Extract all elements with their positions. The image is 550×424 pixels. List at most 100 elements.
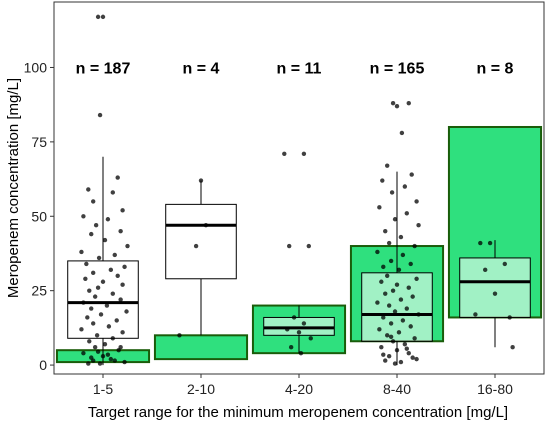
data-point-108 (375, 300, 380, 305)
y-tick-label-75: 75 (31, 134, 47, 150)
data-point-121 (390, 339, 396, 344)
data-point-3 (115, 175, 120, 180)
data-point-42 (94, 333, 100, 338)
boxplot-2-10 (165, 180, 237, 336)
box (67, 260, 139, 339)
data-point-20 (108, 267, 114, 273)
data-point-130 (392, 361, 398, 366)
data-point-140 (473, 312, 478, 317)
boxplot-4-20 (263, 305, 335, 354)
data-point-117 (377, 327, 382, 332)
data-point-56 (89, 355, 94, 360)
data-point-10 (93, 223, 99, 228)
data-point-107 (398, 297, 404, 302)
data-point-52 (122, 359, 127, 365)
data-point-37 (114, 318, 119, 323)
data-point-59 (118, 345, 123, 350)
data-point-0 (95, 14, 101, 20)
data-point-93 (375, 249, 380, 255)
data-point-101 (379, 279, 384, 284)
y-tick-label-100: 100 (24, 59, 48, 75)
data-point-137 (502, 261, 507, 267)
data-point-26 (95, 285, 101, 290)
n-label-8-40: n = 165 (370, 60, 425, 77)
data-point-106 (410, 294, 415, 299)
data-point-111 (392, 309, 398, 314)
data-point-38 (91, 321, 96, 326)
x-tick-label-4-20: 4-20 (285, 381, 313, 397)
data-point-70 (285, 327, 290, 332)
data-point-63 (177, 333, 182, 338)
data-point-31 (81, 300, 86, 305)
boxplots (67, 156, 531, 366)
data-point-84 (414, 199, 419, 204)
data-point-4 (86, 187, 91, 192)
data-point-129 (398, 359, 404, 365)
data-point-21 (91, 270, 96, 276)
data-point-22 (115, 273, 120, 278)
data-point-6 (91, 199, 96, 204)
data-point-35 (98, 312, 104, 317)
data-point-67 (306, 243, 311, 249)
box (165, 203, 237, 280)
data-point-89 (383, 228, 388, 234)
data-point-40 (79, 327, 84, 332)
data-point-23 (83, 276, 88, 281)
data-point-92 (412, 243, 417, 249)
data-point-73 (288, 345, 294, 350)
data-points (79, 14, 515, 366)
data-point-115 (388, 321, 394, 326)
data-point-18 (84, 261, 89, 267)
data-point-78 (399, 130, 405, 136)
data-point-46 (92, 345, 98, 350)
data-point-90 (398, 234, 404, 240)
data-point-116 (408, 324, 413, 329)
data-point-57 (105, 352, 111, 357)
data-point-95 (388, 258, 394, 264)
data-point-65 (301, 151, 307, 156)
data-point-81 (380, 178, 385, 183)
data-point-103 (406, 285, 411, 290)
data-point-13 (102, 237, 108, 243)
x-tick-label-2-10: 2-10 (187, 381, 215, 397)
data-point-85 (377, 205, 382, 210)
data-point-2 (97, 112, 103, 118)
data-point-135 (478, 240, 483, 246)
data-point-80 (409, 172, 414, 177)
data-point-33 (89, 306, 94, 311)
data-point-39 (106, 324, 112, 329)
data-point-45 (102, 342, 108, 347)
data-point-125 (406, 350, 411, 356)
data-point-141 (507, 315, 512, 320)
data-point-11 (118, 228, 123, 234)
data-point-126 (386, 353, 392, 359)
y-tick-label-0: 0 (39, 357, 47, 373)
data-point-15 (79, 249, 84, 255)
data-point-28 (110, 291, 116, 296)
data-point-19 (122, 264, 127, 270)
data-point-104 (390, 288, 396, 293)
data-point-77 (394, 103, 400, 109)
data-point-82 (402, 184, 408, 189)
data-point-87 (392, 217, 398, 222)
n-label-1-5: n = 187 (76, 60, 131, 77)
data-point-118 (396, 330, 402, 335)
data-point-109 (386, 303, 392, 308)
data-point-41 (120, 330, 125, 335)
data-point-64 (282, 151, 287, 156)
data-point-98 (396, 267, 402, 273)
data-point-128 (383, 358, 388, 363)
data-point-68 (291, 315, 297, 320)
data-point-44 (87, 339, 92, 344)
data-point-138 (483, 267, 488, 273)
data-point-113 (381, 315, 386, 320)
data-point-9 (105, 217, 111, 222)
y-tick-label-50: 50 (31, 208, 47, 224)
data-point-48 (81, 350, 86, 356)
y-tick-label-25: 25 (31, 283, 47, 299)
data-point-53 (97, 361, 103, 366)
data-point-1 (100, 14, 106, 20)
data-point-131 (410, 355, 415, 360)
data-point-34 (124, 309, 129, 314)
